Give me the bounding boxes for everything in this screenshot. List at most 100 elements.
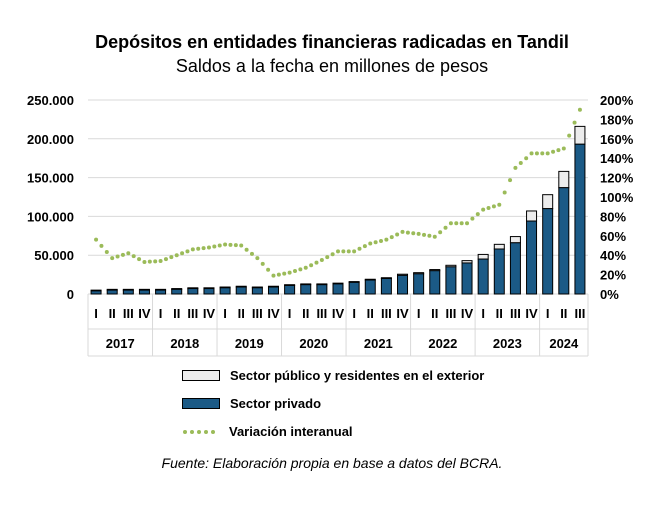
year-label: 2021 xyxy=(364,336,393,351)
variacion-dot xyxy=(212,244,217,249)
bar-privado xyxy=(90,290,102,295)
quarter-label: I xyxy=(417,306,421,321)
bar-privado xyxy=(542,208,554,295)
plot-area: 0 50.000 100.000 150.000 200.000 250.000 0% 20%… xyxy=(27,93,634,357)
bar-publico xyxy=(493,243,505,250)
variacion-dot xyxy=(572,120,577,125)
variacion-dot xyxy=(368,241,373,246)
variacion-dot xyxy=(529,151,534,156)
variacion-dot xyxy=(126,251,131,256)
y2-tick-label: 140% xyxy=(600,151,634,166)
quarter-label: III xyxy=(381,306,392,321)
bar-privado xyxy=(380,277,392,295)
year-label: 2023 xyxy=(493,336,522,351)
year-label: 2022 xyxy=(428,336,457,351)
variacion-dot xyxy=(470,216,475,221)
quarter-label: I xyxy=(288,306,292,321)
y-tick-label: 150.000 xyxy=(27,171,74,186)
y-tick-label: 100.000 xyxy=(27,209,74,224)
bar-privado xyxy=(122,289,134,295)
variacion-dot xyxy=(389,235,394,240)
variacion-dot xyxy=(454,221,459,226)
quarter-label: III xyxy=(445,306,456,321)
quarter-label: II xyxy=(496,306,503,321)
variacion-dot xyxy=(228,242,233,247)
bar-privado xyxy=(574,143,586,295)
variacion-dot xyxy=(196,246,201,251)
variacion-dot xyxy=(314,260,319,265)
y-tick-label: 200.000 xyxy=(27,132,74,147)
variacion-dot xyxy=(206,245,211,250)
bar-privado xyxy=(558,187,570,295)
variacion-dot xyxy=(373,240,378,245)
variacion-dot xyxy=(475,212,480,217)
bar-privado xyxy=(413,273,425,295)
bar-publico xyxy=(526,210,538,222)
bar-publico xyxy=(574,125,586,145)
variacion-dot xyxy=(524,156,529,161)
variacion-dot xyxy=(137,257,142,262)
legend-swatch xyxy=(182,370,220,381)
y2-tick-label: 40% xyxy=(600,248,626,263)
y-tick-label: 250.000 xyxy=(27,93,74,108)
variacion-dot xyxy=(104,249,109,254)
legend-swatch xyxy=(182,398,220,409)
variacion-dot xyxy=(395,232,400,237)
bar-privado xyxy=(509,242,521,295)
quarter-label: III xyxy=(510,306,521,321)
quarter-label: I xyxy=(546,306,550,321)
variacion-dot xyxy=(271,273,276,278)
quarter-label: II xyxy=(173,306,180,321)
variacion-dot xyxy=(427,233,432,238)
y2-tick-label: 0% xyxy=(600,287,619,302)
variacion-dot xyxy=(567,133,572,138)
bar-publico xyxy=(509,236,521,244)
variacion-dot xyxy=(486,205,491,210)
bar-privado xyxy=(461,262,473,295)
variacion-dot xyxy=(556,148,561,153)
variacion-dot xyxy=(131,254,136,259)
variacion-dot xyxy=(443,225,448,230)
variacion-dot xyxy=(260,261,265,266)
y2-tick-label: 180% xyxy=(600,112,634,127)
quarter-label: II xyxy=(109,306,116,321)
variacion-dot xyxy=(400,229,405,234)
variacion-dot xyxy=(561,146,566,151)
quarter-label: II xyxy=(431,306,438,321)
variacion-dot xyxy=(94,237,99,242)
year-label: 2020 xyxy=(299,336,328,351)
variacion-dot xyxy=(545,151,550,156)
legend-item-publico: Sector público y residentes en el exteri… xyxy=(182,368,484,383)
variacion-dot xyxy=(120,252,125,257)
bar-privado xyxy=(364,279,376,295)
quarter-label: IV xyxy=(138,306,151,321)
variacion-dot xyxy=(465,221,470,226)
variacion-dot xyxy=(266,267,271,272)
bar-privado xyxy=(219,287,231,295)
quarter-label: III xyxy=(252,306,263,321)
variacion-dot xyxy=(416,231,421,236)
y2-tick-label: 60% xyxy=(600,229,626,244)
bar-publico xyxy=(477,253,489,260)
bar-privado xyxy=(251,287,263,295)
variacion-dot xyxy=(497,202,502,207)
year-label: 2019 xyxy=(235,336,264,351)
variacion-dot xyxy=(201,246,206,251)
source-note: Fuente: Elaboración propia en base a dat… xyxy=(161,455,503,471)
variacion-dot xyxy=(432,234,437,239)
variacion-dot xyxy=(239,243,244,248)
bar-privado xyxy=(235,286,247,295)
variacion-dot xyxy=(185,249,190,254)
bar-privado xyxy=(106,289,118,295)
variacion-dot xyxy=(405,230,410,235)
legend-dots xyxy=(183,429,215,434)
variacion-dot xyxy=(502,190,507,195)
legend-item-variacion: Variación interanual xyxy=(182,424,353,439)
variacion-dot xyxy=(319,258,324,263)
bar-privado xyxy=(187,288,199,295)
bar-privado xyxy=(171,288,183,295)
variacion-dot xyxy=(153,259,158,264)
variacion-dot xyxy=(357,246,362,251)
variacion-dot xyxy=(298,267,303,272)
